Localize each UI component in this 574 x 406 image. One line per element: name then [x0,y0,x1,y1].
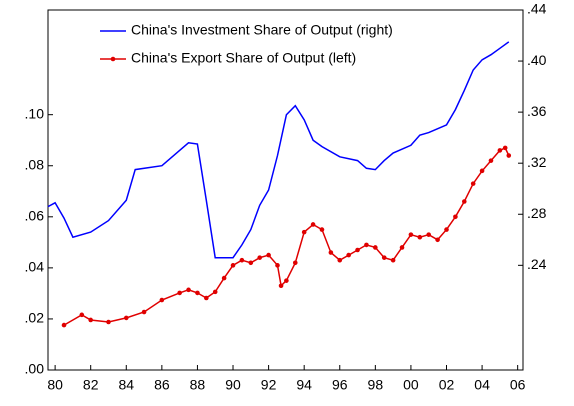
series-line [63,146,510,326]
x-tick-label: 84 [118,377,134,393]
x-tick-label: 94 [296,377,312,393]
x-tick-label: 82 [83,377,99,393]
series-marker [461,199,467,204]
legend-label: China's Investment Share of Output (righ… [131,22,393,38]
series-marker [141,309,147,315]
series-marker [221,275,227,281]
series-marker [373,245,378,250]
series-marker [159,297,165,303]
series-marker [381,255,387,260]
series-marker [123,315,129,321]
series-marker [275,263,280,268]
x-tick-label: 92 [261,377,277,393]
x-tick-label: 88 [190,377,206,393]
series-marker [328,250,334,255]
x-tick-label: 96 [332,377,348,393]
series-marker [453,214,458,220]
series-marker [212,289,218,295]
y-tick-label: .02 [25,310,45,326]
series-marker [301,229,307,235]
series-marker [248,260,254,266]
x-tick-label: 98 [368,377,384,393]
series-marker [390,257,396,263]
series-marker [488,158,494,163]
series-marker [355,247,360,253]
series-marker [502,145,508,151]
series-marker [346,252,351,258]
x-tick-label: 80 [47,377,63,393]
x-tick-label: 86 [154,377,170,393]
legend-marker [110,56,116,62]
y2-tick-label: .32 [527,154,547,170]
series-marker [278,283,284,289]
x-tick-label: 04 [474,377,490,393]
series-marker [426,232,432,237]
series-marker [284,278,289,283]
x-tick-label: 90 [225,377,241,393]
series-marker [88,317,93,323]
series-marker [239,257,245,263]
legend-label: China's Export Share of Output (left) [131,50,356,66]
series-marker [195,290,200,296]
series-marker [337,257,343,263]
series-marker [479,168,485,174]
series-marker [497,148,503,153]
series-marker [444,227,449,232]
series-marker [319,227,325,232]
series-marker [204,295,209,301]
x-tick-label: 00 [403,377,419,393]
series-marker [506,153,512,158]
y-tick-label: .00 [25,361,45,377]
plot-frame [47,9,524,371]
series-marker [106,319,111,325]
y2-tick-label: .28 [527,205,547,221]
series-marker [61,322,67,328]
series-line [47,41,510,259]
series-marker [266,252,271,258]
series-marker [230,263,236,268]
series-marker [186,287,191,293]
y2-tick-label: .36 [527,103,547,119]
y-tick-label: .10 [25,105,45,121]
series-marker [79,312,85,318]
y2-tick-label: .44 [527,1,547,17]
series-marker [364,242,369,248]
y2-tick-label: .40 [527,52,547,68]
series-marker [310,222,316,227]
series-marker [292,260,298,266]
series-marker [177,290,182,296]
y-tick-label: .06 [25,208,45,224]
series-marker [257,255,263,260]
y-tick-label: .04 [25,259,45,275]
x-tick-label: 02 [439,377,455,393]
series-marker [399,245,405,250]
x-tick-label: 06 [510,377,526,393]
series-marker [470,181,476,186]
series-marker [435,237,440,243]
series-marker [408,232,414,237]
y2-tick-label: .24 [527,256,547,272]
y-tick-label: .08 [25,156,45,172]
series-marker [417,234,423,240]
